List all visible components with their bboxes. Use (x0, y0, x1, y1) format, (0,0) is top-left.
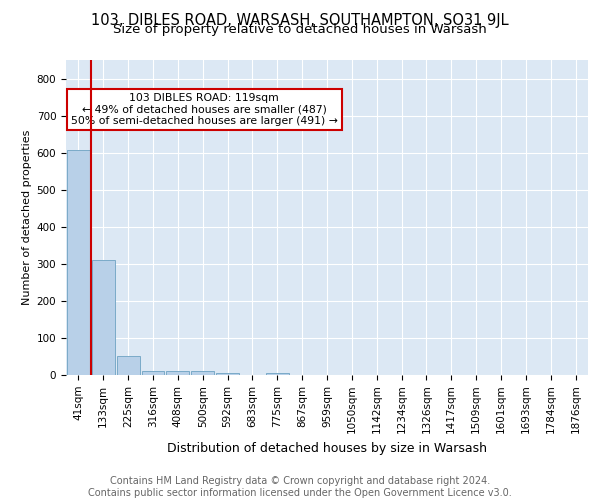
X-axis label: Distribution of detached houses by size in Warsash: Distribution of detached houses by size … (167, 442, 487, 455)
Bar (166, 370, 189, 375)
Bar (191, 370, 214, 375)
Bar (142, 372, 164, 375)
Bar (92, 260, 115, 375)
Text: 103 DIBLES ROAD: 119sqm
← 49% of detached houses are smaller (487)
50% of semi-d: 103 DIBLES ROAD: 119sqm ← 49% of detache… (71, 93, 338, 126)
Bar (67, 150, 90, 375)
Text: Size of property relative to detached houses in Warsash: Size of property relative to detached ho… (113, 22, 487, 36)
Y-axis label: Number of detached properties: Number of detached properties (22, 130, 32, 305)
Text: Contains HM Land Registry data © Crown copyright and database right 2024.
Contai: Contains HM Land Registry data © Crown c… (88, 476, 512, 498)
Text: 103, DIBLES ROAD, WARSASH, SOUTHAMPTON, SO31 9JL: 103, DIBLES ROAD, WARSASH, SOUTHAMPTON, … (91, 12, 509, 28)
Bar (266, 373, 289, 375)
Bar (216, 373, 239, 375)
Bar (117, 356, 140, 375)
